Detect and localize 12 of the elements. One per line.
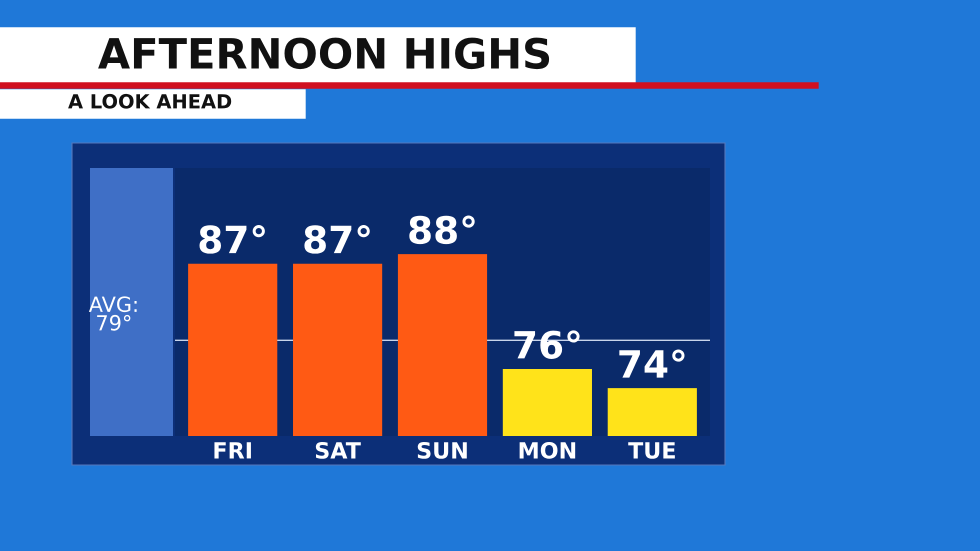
data-label: 74° bbox=[619, 349, 684, 378]
ref-line-label: AVG: 79° bbox=[88, 296, 137, 331]
x-tick-label: SAT bbox=[316, 442, 361, 459]
x-tick-label: TUE bbox=[628, 442, 675, 459]
data-label: 88° bbox=[409, 215, 475, 244]
x-tick-label: MON bbox=[520, 442, 576, 459]
x-tick-label: SUN bbox=[418, 442, 467, 459]
data-label: 87° bbox=[304, 225, 370, 254]
data-label: 87° bbox=[200, 225, 265, 254]
x-tick-label: FRI bbox=[214, 442, 251, 458]
chart-subtitle: A LOOK AHEAD bbox=[68, 94, 232, 109]
chart-title: AFTERNOON HIGHS bbox=[98, 38, 550, 70]
